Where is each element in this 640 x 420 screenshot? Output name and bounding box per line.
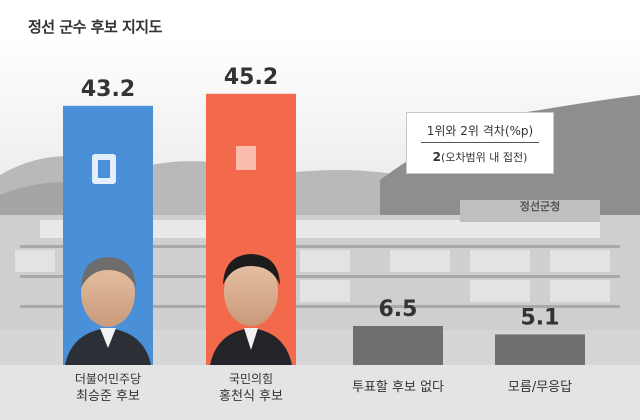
category-label-unknown: 모름/무응답 bbox=[465, 379, 615, 397]
party-name-democratic: 더불어민주당 bbox=[74, 372, 142, 386]
unknown-label: 모름/무응답 bbox=[507, 380, 573, 395]
gap-annotation-label: 1위와 2위 격차(%p) bbox=[421, 113, 539, 143]
category-label-hong: 국민의힘 홍천식 후보 bbox=[176, 370, 326, 406]
candidate-name-hong: 홍천식 후보 bbox=[219, 389, 283, 404]
category-label-choi: 더불어민주당 최승준 후보 bbox=[33, 370, 183, 406]
category-label-no-candidate: 투표할 후보 없다 bbox=[323, 379, 473, 397]
bar-unknown bbox=[495, 334, 585, 365]
gap-annotation-note: (오차범위 내 접전) bbox=[440, 151, 528, 164]
candidate-portrait-hong bbox=[210, 254, 292, 365]
chart-title: 정선 군수 후보 지지도 bbox=[28, 18, 162, 36]
background-sign: 정선군청 bbox=[520, 199, 560, 213]
category-strip bbox=[0, 365, 640, 420]
party-name-ppp: 국민의힘 bbox=[228, 372, 274, 386]
data-label-unknown: 5.1 bbox=[521, 305, 560, 330]
data-label-hong: 45.2 bbox=[224, 65, 278, 90]
ppp-logo-icon bbox=[236, 146, 256, 170]
gap-annotation-detail: 2(오차범위 내 접전) bbox=[407, 143, 553, 165]
gap-annotation-value: 2 bbox=[432, 150, 441, 164]
democratic-logo-icon bbox=[92, 154, 116, 184]
data-label-no-candidate: 6.5 bbox=[379, 297, 418, 322]
candidate-name-choi: 최승준 후보 bbox=[76, 389, 140, 404]
gap-annotation-box: 1위와 2위 격차(%p) 2(오차범위 내 접전) bbox=[406, 112, 554, 174]
no-candidate-label: 투표할 후보 없다 bbox=[352, 380, 444, 395]
candidate-portrait-choi bbox=[65, 257, 151, 365]
background-photo bbox=[0, 40, 640, 365]
bar-no-candidate bbox=[353, 326, 443, 365]
data-label-choi: 43.2 bbox=[81, 77, 135, 102]
